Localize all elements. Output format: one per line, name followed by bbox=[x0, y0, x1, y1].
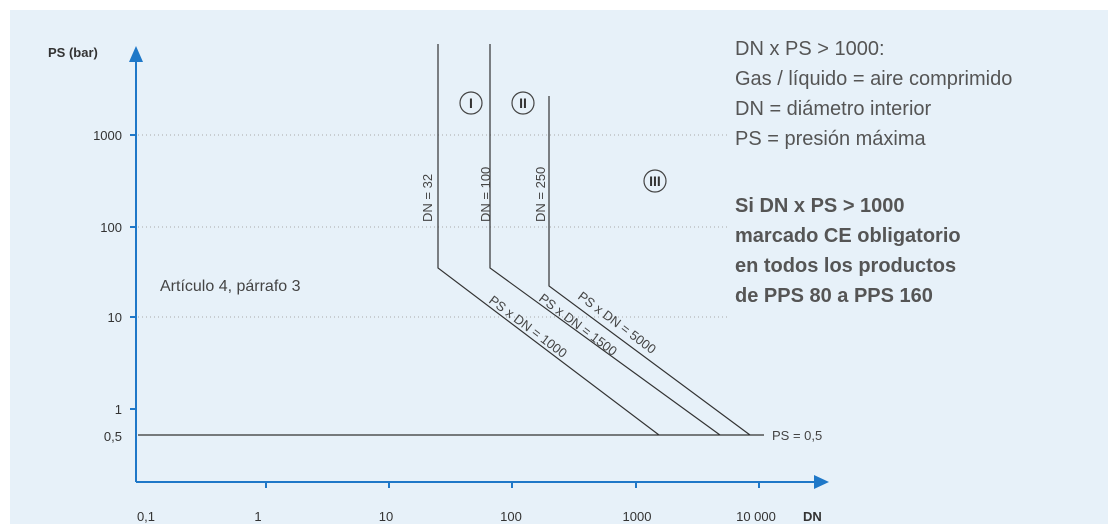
x-tick-label-10: 10 bbox=[379, 509, 393, 524]
region-label-i: I bbox=[469, 95, 473, 111]
diagram-panel bbox=[10, 10, 1108, 524]
legend-line-4: PS = presión máxima bbox=[735, 128, 927, 150]
region-label-iii: III bbox=[649, 173, 661, 189]
emphasis-line-1: Si DN x PS > 1000 bbox=[735, 195, 905, 217]
legend-line-1: DN x PS > 1000: bbox=[735, 38, 885, 60]
region-marker-ii: II bbox=[511, 91, 535, 115]
y-tick-label-1000: 1000 bbox=[93, 128, 122, 143]
legend-line-2: Gas / líquido = aire comprimido bbox=[735, 68, 1012, 90]
emphasis-line-2: marcado CE obligatorio bbox=[735, 225, 961, 247]
y-tick-label-10: 10 bbox=[108, 310, 122, 325]
emphasis-line-3: en todos los productos bbox=[735, 255, 956, 277]
y-axis-arrow-icon bbox=[129, 46, 143, 62]
x-tick-label-1000: 1000 bbox=[623, 509, 652, 524]
legend-line-3: DN = diámetro interior bbox=[735, 98, 932, 120]
region-label-ii: II bbox=[519, 95, 527, 111]
line-dn-32-ps-dn-1000 bbox=[437, 44, 660, 436]
region-marker-i: I bbox=[459, 91, 483, 115]
y-tick-label-1: 1 bbox=[115, 402, 122, 417]
x-axis-arrow-icon bbox=[814, 475, 829, 489]
label-dn-250: DN = 250 bbox=[533, 167, 548, 222]
line-dn-250-ps-dn-5000 bbox=[548, 96, 751, 436]
y-tick-label-100: 100 bbox=[100, 220, 122, 235]
region-marker-iii: III bbox=[643, 169, 667, 193]
label-dn-100: DN = 100 bbox=[478, 167, 493, 222]
annotation-articulo: Artículo 4, párrafo 3 bbox=[160, 278, 301, 295]
y-tick-label-0-5: 0,5 bbox=[104, 429, 122, 444]
label-dn-32: DN = 32 bbox=[420, 174, 435, 222]
label-ps-0-5: PS = 0,5 bbox=[772, 428, 822, 443]
line-dn-100-ps-dn-1500 bbox=[489, 44, 721, 436]
x-tick-label-100: 100 bbox=[500, 509, 522, 524]
y-axis-name: PS (bar) bbox=[48, 45, 98, 60]
emphasis-line-4: de PPS 80 a PPS 160 bbox=[735, 285, 933, 307]
x-axis-name: DN bbox=[803, 509, 822, 524]
x-tick-label-0-1: 0,1 bbox=[137, 509, 155, 524]
x-tick-label-10000: 10 000 bbox=[736, 509, 776, 524]
x-tick-label-1: 1 bbox=[254, 509, 261, 524]
